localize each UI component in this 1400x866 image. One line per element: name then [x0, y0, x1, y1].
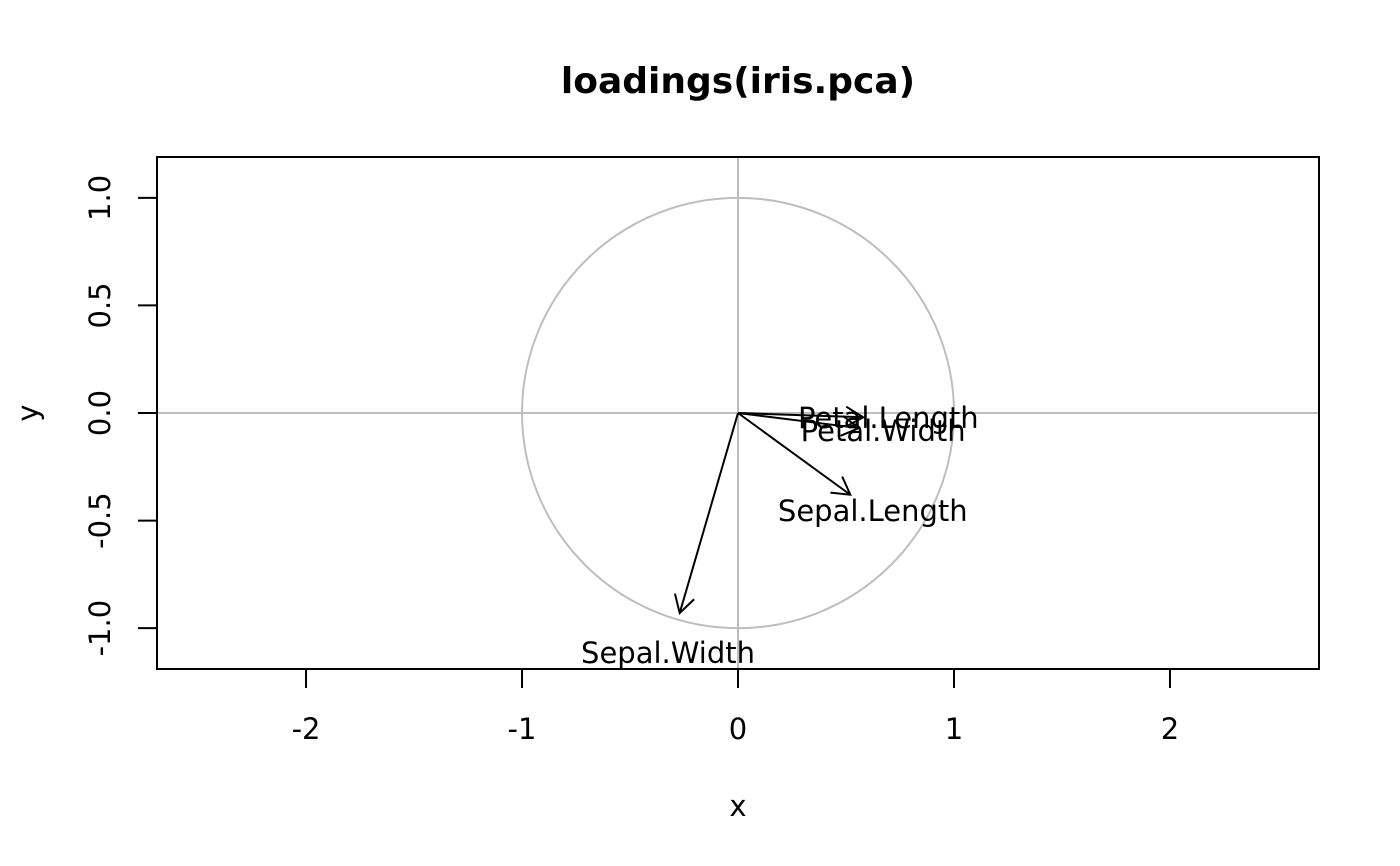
y-tick-label: 1.0	[83, 175, 117, 221]
loading-arrow: Sepal.Length	[737, 412, 968, 528]
arrow-shaft	[737, 412, 864, 419]
y-tick-label: 0.0	[83, 390, 117, 436]
x-tick-label: 0	[729, 712, 747, 746]
arrow-label: Sepal.Width	[581, 636, 755, 670]
x-tick-label: -2	[292, 712, 321, 746]
arrow-head	[830, 476, 852, 496]
arrow-shaft	[737, 412, 860, 430]
arrow-shaft	[737, 412, 851, 496]
arrow-label: Sepal.Length	[778, 494, 968, 528]
arrow-head	[840, 415, 861, 437]
chart-title: loadings(iris.pca)	[561, 61, 915, 102]
y-tick-label: 0.5	[83, 282, 117, 328]
y-tick-label: -1.0	[83, 600, 117, 657]
arrow-label: Petal.Length	[798, 401, 979, 435]
arrow-head	[673, 593, 695, 615]
x-tick-label: 2	[1161, 712, 1179, 746]
y-tick-label: -0.5	[83, 492, 117, 549]
arrow-shaft	[678, 412, 739, 614]
x-axis: -2 -1 0 1 2	[292, 669, 1179, 746]
loading-arrow: Petal.Length	[737, 401, 979, 435]
x-axis-label: x	[729, 789, 746, 823]
unit-circle	[521, 196, 955, 630]
y-axis: -1.0 -0.5 0.0 0.5 1.0	[83, 175, 157, 657]
loading-arrow: Sepal.Width	[581, 412, 755, 670]
x-tick-label: -1	[508, 712, 537, 746]
arrow-label: Petal.Width	[801, 414, 966, 448]
plot-layer: Sepal.Length Sepal.Width Petal.LengthPetal…	[157, 157, 1319, 670]
x-tick-label: 1	[945, 712, 963, 746]
y-axis-label: y	[11, 404, 45, 421]
loading-arrow: Petal.Width	[737, 412, 966, 448]
